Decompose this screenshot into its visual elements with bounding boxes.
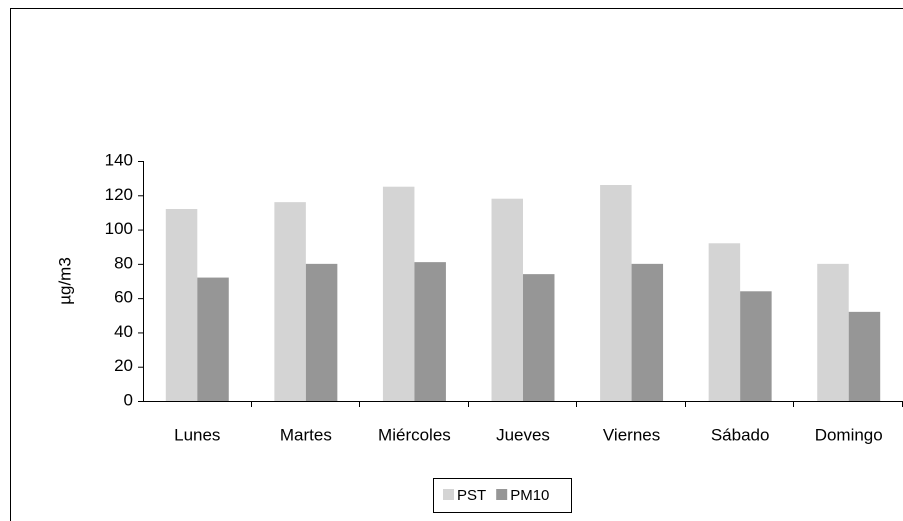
y-tick-label: 80 — [114, 253, 133, 272]
bar — [817, 263, 849, 401]
legend-swatch — [443, 489, 454, 500]
legend-label: PST — [457, 487, 486, 504]
bar — [305, 263, 338, 401]
bar — [197, 277, 229, 401]
x-tick-label: Jueves — [496, 425, 550, 444]
bar — [165, 209, 198, 401]
x-tick-label: Viernes — [603, 425, 660, 444]
x-tick-label: Lunes — [174, 425, 220, 444]
y-tick-label: 0 — [124, 390, 133, 409]
legend-box — [433, 478, 572, 513]
y-tick-label: 100 — [105, 219, 133, 238]
bar — [848, 311, 881, 401]
y-tick-label: 40 — [114, 322, 133, 341]
bar — [631, 263, 664, 401]
y-tick-label: 60 — [114, 288, 133, 307]
bar — [274, 202, 306, 401]
x-tick-label: Sábado — [711, 425, 770, 444]
x-tick-label: Miércoles — [378, 425, 451, 444]
bar — [523, 274, 555, 401]
bar — [600, 185, 632, 401]
y-tick-label: 20 — [114, 356, 133, 375]
x-tick-label: Domingo — [815, 425, 883, 444]
y-tick-label: 120 — [105, 185, 133, 204]
legend-swatch — [496, 489, 508, 500]
x-tick-label: Martes — [280, 425, 332, 444]
bar — [382, 186, 415, 401]
y-axis-label: µg/m3 — [55, 257, 74, 305]
chart-frame — [10, 8, 903, 521]
bar — [491, 198, 523, 401]
bar — [740, 291, 772, 401]
y-tick-label: 140 — [105, 150, 133, 169]
bar — [708, 243, 741, 401]
bar — [414, 262, 446, 401]
legend-label: PM10 — [510, 487, 549, 504]
